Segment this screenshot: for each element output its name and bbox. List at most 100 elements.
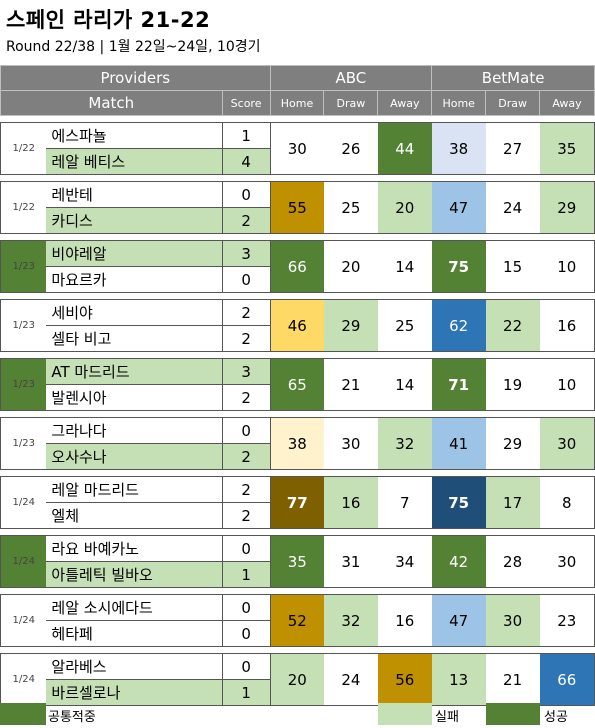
- match-row-away: 바르셀로나 1: [1, 679, 595, 706]
- legend: 공통적중 실패 성공: [0, 703, 595, 725]
- home-score: 0: [222, 594, 271, 621]
- abc-draw-prob: 25: [323, 181, 378, 234]
- betmate-away-prob: 10: [539, 358, 595, 411]
- row-gap: [0, 646, 595, 654]
- row-gap: [0, 115, 595, 123]
- abc-away-prob: 14: [377, 358, 432, 411]
- match-row-away: 발렌시아 2: [1, 384, 595, 411]
- match-row-away: 카디스 2: [1, 207, 595, 234]
- home-team: 레알 마드리드: [46, 476, 223, 503]
- match-date: 1/22: [0, 181, 47, 234]
- legend-success-swatch: [486, 703, 540, 725]
- betmate-draw-prob: 28: [485, 535, 540, 588]
- page-subtitle: Round 22/38 | 1월 22일~24일, 10경기: [6, 39, 261, 55]
- match-row-away: 헤타페 0: [1, 620, 595, 647]
- betmate-away-prob: 23: [539, 594, 595, 647]
- abc-away-prob: 25: [377, 299, 432, 352]
- home-team: AT 마드리드: [46, 358, 223, 385]
- legend-miss-swatch: [378, 703, 432, 725]
- home-score: 0: [222, 653, 271, 680]
- match-row: 1/23 비야레알 3 66 20 14 75 15 10: [0, 240, 595, 293]
- abc-draw-prob: 26: [323, 122, 378, 175]
- legend-miss-label: 실패: [435, 710, 459, 725]
- betmate-away-prob: 30: [539, 417, 595, 470]
- row-gap: [0, 292, 595, 300]
- away-score: 2: [222, 502, 271, 529]
- away-team: 마요르카: [46, 266, 223, 293]
- abc-home-prob: 46: [270, 299, 324, 352]
- away-team: 레알 베티스: [46, 148, 223, 175]
- betmate-home-prob: 47: [431, 594, 486, 647]
- abc-draw-prob: 20: [323, 240, 378, 293]
- abc-draw-prob: 29: [323, 299, 378, 352]
- betmate-home-header: Home: [431, 90, 487, 116]
- abc-draw-prob: 30: [323, 417, 378, 470]
- home-team: 레반테: [46, 181, 223, 208]
- betmate-home-prob: 38: [431, 122, 486, 175]
- row-gap: [0, 233, 595, 241]
- betmate-draw-prob: 29: [485, 417, 540, 470]
- away-score: 2: [222, 443, 271, 470]
- betmate-away-prob: 10: [539, 240, 595, 293]
- home-score: 3: [222, 358, 271, 385]
- abc-away-header: Away: [377, 90, 433, 116]
- abc-home-prob: 52: [270, 594, 324, 647]
- abc-away-prob: 56: [377, 653, 432, 706]
- match-date: 1/24: [0, 476, 47, 529]
- betmate-away-prob: 16: [539, 299, 595, 352]
- abc-away-prob: 7: [377, 476, 432, 529]
- betmate-away-header: Away: [539, 90, 595, 116]
- row-gap: [0, 528, 595, 536]
- match-row: 1/24 라요 바예카노 0 35 31 34 42 28 30: [0, 535, 595, 588]
- provider-abc-header: ABC: [269, 65, 433, 91]
- match-row: 1/24 알라베스 0 20 24 56 13 21 66: [0, 653, 595, 706]
- row-gap: [0, 174, 595, 182]
- match-row: 1/24 레알 마드리드 2 77 16 7 75 17 8: [0, 476, 595, 529]
- abc-home-header: Home: [269, 90, 325, 116]
- match-row: 1/24 레알 소시에다드 0 52 32 16 47 30 23: [0, 594, 595, 647]
- betmate-away-prob: 35: [539, 122, 595, 175]
- betmate-draw-prob: 19: [485, 358, 540, 411]
- match-date: 1/22: [0, 122, 47, 175]
- score-header: Score: [221, 90, 271, 116]
- betmate-draw-header: Draw: [485, 90, 541, 116]
- match-header: Match: [0, 90, 223, 116]
- away-score: 2: [222, 207, 271, 234]
- betmate-home-prob: 13: [431, 653, 486, 706]
- row-gap: [0, 410, 595, 418]
- page-title: 스페인 라리가 21-22: [6, 8, 211, 32]
- home-score: 0: [222, 181, 271, 208]
- home-team: 세비야: [46, 299, 223, 326]
- home-score: 3: [222, 240, 271, 267]
- betmate-home-prob: 75: [431, 476, 486, 529]
- abc-draw-prob: 24: [323, 653, 378, 706]
- betmate-home-prob: 47: [431, 181, 486, 234]
- match-date: 1/24: [0, 653, 47, 706]
- away-score: 1: [222, 561, 271, 588]
- match-row: 1/23 세비야 2 46 29 25 62 22 16: [0, 299, 595, 352]
- abc-home-prob: 55: [270, 181, 324, 234]
- row-gap: [0, 469, 595, 477]
- match-row: 1/22 에스파뇰 1 30 26 44 38 27 35: [0, 122, 595, 175]
- abc-away-prob: 44: [377, 122, 432, 175]
- betmate-draw-prob: 21: [485, 653, 540, 706]
- abc-home-prob: 35: [270, 535, 324, 588]
- abc-home-prob: 38: [270, 417, 324, 470]
- match-date: 1/24: [0, 535, 47, 588]
- home-score: 0: [222, 535, 271, 562]
- away-team: 셀타 비고: [46, 325, 223, 352]
- away-score: 2: [222, 325, 271, 352]
- betmate-draw-prob: 22: [485, 299, 540, 352]
- abc-draw-prob: 32: [323, 594, 378, 647]
- abc-draw-prob: 31: [323, 535, 378, 588]
- betmate-home-prob: 42: [431, 535, 486, 588]
- legend-common-swatch: [0, 703, 46, 725]
- abc-home-prob: 20: [270, 653, 324, 706]
- prediction-table: Providers ABC BetMate Match Score Home D…: [0, 65, 595, 706]
- home-team: 레알 소시에다드: [46, 594, 223, 621]
- away-team: 엘체: [46, 502, 223, 529]
- home-team: 비야레알: [46, 240, 223, 267]
- match-row-away: 마요르카 0: [1, 266, 595, 293]
- match-row-away: 셀타 비고 2: [1, 325, 595, 352]
- betmate-home-prob: 41: [431, 417, 486, 470]
